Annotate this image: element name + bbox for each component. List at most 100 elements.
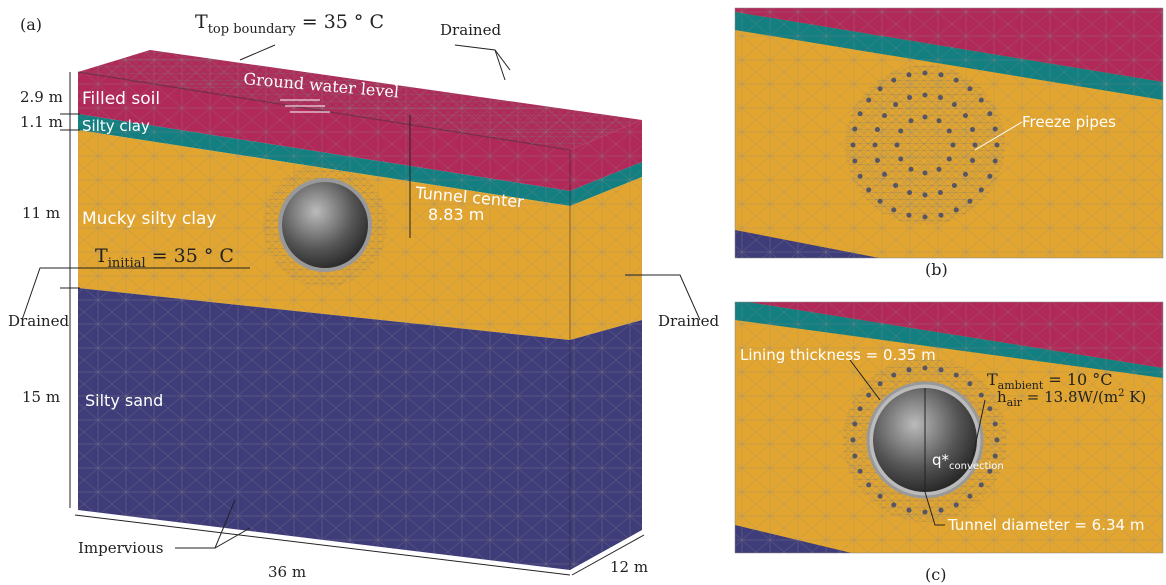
panel-label: (a)	[20, 15, 42, 34]
freeze-pipe	[852, 159, 857, 164]
freeze-pipe	[923, 93, 928, 98]
value: = 13.8W/(m	[1022, 388, 1118, 406]
block	[78, 50, 642, 570]
thickness: 1.1 m	[20, 113, 63, 131]
freeze-pipe	[938, 190, 943, 195]
freeze-pipe	[891, 78, 896, 83]
freeze-pipe	[954, 78, 959, 83]
freeze-pipe	[878, 381, 883, 386]
freeze-pipe	[923, 171, 928, 176]
layer-name: Silty clay	[82, 117, 150, 135]
freeze-pipe	[938, 95, 943, 100]
freeze-pipe	[967, 381, 972, 386]
freeze-pipe	[979, 393, 984, 398]
freeze-pipe	[866, 393, 871, 398]
thickness: 11 m	[22, 204, 60, 222]
freeze-pipe	[882, 113, 887, 118]
freeze-pipe	[979, 98, 984, 103]
freeze-pipe	[882, 172, 887, 177]
freeze-pipe	[851, 438, 856, 443]
freeze-pipe	[852, 421, 857, 426]
freeze-pipe	[893, 102, 898, 107]
subscript: convection	[949, 461, 1004, 472]
freeze-pipe	[947, 157, 952, 162]
tunnel-center-depth: 8.83 m	[428, 205, 484, 224]
freeze-pipe	[858, 469, 863, 474]
freeze-pipe	[987, 174, 992, 179]
depth: 12 m	[610, 558, 648, 576]
subscript: initial	[108, 256, 146, 271]
freeze-pipe	[923, 193, 928, 198]
freeze-pipe	[995, 438, 1000, 443]
freeze-pipe	[898, 129, 903, 134]
freeze-pipe	[979, 482, 984, 487]
freeze-pipe	[878, 494, 883, 499]
figure: (a) Ttop boundary = 35 ° C Drained Groun…	[0, 0, 1166, 585]
freeze-pipe	[906, 367, 911, 372]
subscript: top boundary	[208, 22, 297, 37]
freeze-pipe	[951, 143, 956, 148]
freeze-pipe	[906, 72, 911, 77]
freeze-pipe	[858, 174, 863, 179]
freeze-pipe	[954, 373, 959, 378]
top-boundary: Ttop boundary = 35 ° C	[195, 11, 384, 37]
panel-b-image	[735, 0, 1163, 262]
freeze-pipe	[970, 127, 975, 132]
freeze-pipe	[906, 213, 911, 218]
freeze-pipe	[923, 71, 928, 76]
freeze-pipe	[875, 127, 880, 132]
freeze-pipe	[954, 502, 959, 507]
freeze-pipe	[967, 494, 972, 499]
symbol: h	[997, 388, 1007, 406]
freeze-pipe	[907, 95, 912, 100]
freeze-pipe	[947, 129, 952, 134]
drained-label: Drained	[8, 312, 69, 330]
freeze-pipe	[993, 421, 998, 426]
freeze-pipe	[878, 199, 883, 204]
thickness: 2.9 m	[20, 88, 63, 106]
panel-label: (c)	[925, 565, 946, 584]
impervious-label: Impervious	[78, 539, 163, 557]
freeze-pipe	[866, 98, 871, 103]
freeze-pipe	[875, 158, 880, 163]
freeze-pipe	[923, 510, 928, 515]
value: = 10 °C	[1043, 370, 1112, 389]
freeze-pipe	[939, 508, 944, 513]
unit-end: K)	[1124, 388, 1146, 406]
freeze-pipe	[858, 406, 863, 411]
freeze-pipe	[923, 366, 928, 371]
freeze-pipe	[923, 115, 928, 120]
freeze-pipe	[939, 213, 944, 218]
symbol: q*	[932, 451, 950, 469]
symbol: T	[95, 245, 108, 267]
freeze-pipe	[923, 215, 928, 220]
freeze-pipe	[995, 143, 1000, 148]
drained-label: Drained	[440, 21, 501, 39]
freeze-pipe	[993, 454, 998, 459]
layer-name: Silty sand	[85, 391, 163, 410]
freeze-pipe	[909, 118, 914, 123]
freeze-pipe	[852, 126, 857, 131]
freeze-pipe	[906, 508, 911, 513]
freeze-pipe	[993, 126, 998, 131]
freeze-pipe	[873, 143, 878, 148]
freeze-pipe	[979, 187, 984, 192]
drained-label: Drained	[658, 312, 719, 330]
freeze-pipe	[952, 102, 957, 107]
lining-thickness: Lining thickness = 0.35 m	[740, 346, 936, 364]
thickness: 15 m	[22, 388, 60, 406]
freeze-pipe	[866, 187, 871, 192]
layer-name: Filled soil	[82, 89, 160, 109]
layer-name: Mucky silty clay	[82, 209, 216, 229]
freeze-pipe	[878, 86, 883, 91]
freeze-pipe	[987, 111, 992, 116]
freeze-pipe	[937, 118, 942, 123]
value: = 35 ° C	[146, 245, 234, 267]
tunnel-diameter: Tunnel diameter = 6.34 m	[947, 516, 1144, 534]
symbol: T	[195, 11, 208, 33]
freeze-pipe	[866, 482, 871, 487]
panel-label: (b)	[925, 260, 948, 279]
freeze-pipe	[909, 167, 914, 172]
freeze-pipe	[939, 367, 944, 372]
freeze-pipe	[967, 86, 972, 91]
